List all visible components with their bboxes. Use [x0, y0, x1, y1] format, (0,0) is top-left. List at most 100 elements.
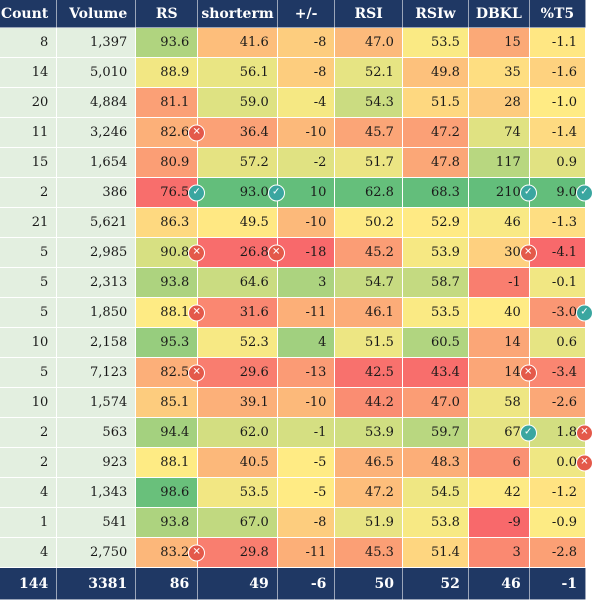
table-row[interactable]: 15 1,654 80.9 57.2 -2 51.7 47.8 117 0.9 — [0, 147, 587, 178]
footer-row: 144 3381 86 49 -6 50 52 46 -1 — [0, 567, 587, 600]
cell-rsi-value: 46.5 — [365, 455, 394, 470]
cell-rsi-value: 54.7 — [365, 275, 394, 290]
cell-t5: 0.0 ✕ — [529, 447, 593, 478]
cell-rsiw-value: 54.5 — [430, 485, 460, 500]
column-header-count[interactable]: Count — [0, 0, 58, 28]
cell-rsiw: 53.5 — [402, 27, 469, 58]
cell-pm-value: -8 — [313, 35, 327, 50]
cell-pm-value: -10 — [305, 125, 327, 140]
column-header-rs[interactable]: RS — [135, 0, 199, 28]
table-row[interactable]: 2 386 76.5 ✓ 93.0 ✓ 10 62.8 68.3 210 ✓ 9.0 ✓ — [0, 177, 593, 208]
table-row[interactable]: 11 3,246 82.6 ✕ 36.4 -10 45.7 47.2 74 -1.4 — [0, 117, 587, 148]
cell-volume-value: 1,343 — [90, 485, 128, 500]
column-header-rsi[interactable]: RSI — [334, 0, 403, 28]
footer-shorterm: 49 — [197, 567, 278, 600]
table-row[interactable]: 10 1,574 85.1 39.1 -10 44.2 47.0 58 -2.6 — [0, 387, 587, 418]
cell-rsiw-value: 47.2 — [430, 125, 460, 140]
column-header-shorterm[interactable]: shorterm — [197, 0, 278, 28]
cell-t5: -2.8 — [529, 537, 587, 568]
column-header-volume[interactable]: Volume — [56, 0, 137, 28]
cell-volume-value: 3,246 — [90, 125, 128, 140]
cell-pm: -2 — [277, 147, 336, 178]
table-row[interactable]: 5 7,123 82.5 ✕ 29.6 -13 42.5 43.4 14 ✕ -3.4 — [0, 357, 587, 388]
column-header-rsiw[interactable]: RSIw — [402, 0, 469, 28]
cell-dbkl-value: 67 — [504, 425, 521, 440]
cell-count-value: 2 — [39, 185, 49, 200]
table-row[interactable]: 1 541 93.8 67.0 -8 51.9 53.8 -9 -0.9 — [0, 507, 587, 538]
cell-volume-value: 5,621 — [90, 215, 128, 230]
cell-rs: 98.6 — [135, 477, 199, 508]
column-header-dbkl[interactable]: DBKL — [468, 0, 530, 28]
cell-count-value: 2 — [39, 425, 49, 440]
cell-count: 11 — [0, 117, 58, 148]
cell-rs-value: 95.3 — [160, 335, 190, 350]
cell-t5: 0.9 — [529, 147, 587, 178]
x-circle-icon: ✕ — [188, 364, 206, 381]
cell-rsi: 51.9 — [334, 507, 403, 538]
cell-count-value: 1 — [39, 515, 49, 530]
cell-pm-value: -13 — [305, 365, 327, 380]
cell-volume-value: 4,884 — [90, 95, 128, 110]
cell-rs-value: 82.5 — [160, 365, 190, 380]
cell-dbkl: 40 — [468, 297, 530, 328]
cell-volume: 2,313 — [56, 267, 137, 298]
cell-shorterm: 41.6 — [197, 27, 278, 58]
table-row[interactable]: 5 2,985 90.8 ✕ 26.8 ✕ -18 45.2 53.9 30 ✕ -4.1 — [0, 237, 587, 268]
cell-t5-value: -3.4 — [551, 365, 577, 380]
cell-t5-value: -1.6 — [551, 65, 577, 80]
cell-rsi: 42.5 — [334, 357, 403, 388]
footer-count: 144 — [0, 567, 58, 600]
cell-rs-value: 81.1 — [160, 95, 190, 110]
cell-rsiw: 49.8 — [402, 57, 469, 88]
cell-volume: 1,654 — [56, 147, 137, 178]
table-row[interactable]: 21 5,621 86.3 49.5 -10 50.2 52.9 46 -1.3 — [0, 207, 587, 238]
cell-shorterm-value: 31.6 — [239, 305, 269, 320]
cell-count-value: 10 — [31, 335, 49, 350]
cell-rs: 86.3 — [135, 207, 199, 238]
cell-rsiw: 47.8 — [402, 147, 469, 178]
cell-t5-value: -2.6 — [551, 395, 577, 410]
table-row[interactable]: 2 923 88.1 40.5 -5 46.5 48.3 6 0.0 ✕ — [0, 447, 593, 478]
table-row[interactable]: 20 4,884 81.1 59.0 -4 54.3 51.5 28 -1.0 — [0, 87, 587, 118]
table-row[interactable]: 14 5,010 88.9 56.1 -8 52.1 49.8 35 -1.6 — [0, 57, 587, 88]
cell-shorterm-value: 29.8 — [239, 545, 269, 560]
cell-shorterm-value: 64.6 — [239, 275, 269, 290]
cell-count: 5 — [0, 297, 58, 328]
table-row[interactable]: 2 563 94.4 62.0 -1 53.9 59.7 67 ✓ 1.8 ✕ — [0, 417, 593, 448]
cell-dbkl-value: 74 — [504, 125, 521, 140]
cell-t5-value: -1.1 — [551, 35, 577, 50]
cell-rs: 94.4 — [135, 417, 199, 448]
cell-shorterm: 93.0 ✓ — [197, 177, 285, 208]
table-row[interactable]: 4 2,750 83.2 ✕ 29.8 -11 45.3 51.4 3 -2.8 — [0, 537, 587, 568]
column-header-t5[interactable]: %T5 — [529, 0, 587, 28]
x-circle-icon: ✕ — [188, 124, 206, 141]
table-row[interactable]: 4 1,343 98.6 53.5 -5 47.2 54.5 42 -1.2 — [0, 477, 587, 508]
cell-count: 10 — [0, 387, 58, 418]
cell-dbkl-value: 6 — [512, 455, 521, 470]
cell-count: 5 — [0, 237, 58, 268]
cell-count-value: 2 — [39, 455, 49, 470]
cell-rsiw: 53.9 — [402, 237, 469, 268]
cell-volume: 386 — [56, 177, 137, 208]
table-row[interactable]: 8 1,397 93.6 41.6 -8 47.0 53.5 15 -1.1 — [0, 27, 587, 58]
cell-rsiw-value: 52.9 — [430, 215, 460, 230]
cell-rsiw-value: 49.8 — [430, 65, 460, 80]
cell-dbkl: 14 ✕ — [468, 357, 537, 388]
cell-count: 2 — [0, 417, 58, 448]
cell-count: 4 — [0, 477, 58, 508]
cell-t5: -4.1 — [529, 237, 587, 268]
cell-rsi-value: 46.1 — [365, 305, 394, 320]
x-circle-icon: ✕ — [188, 544, 206, 561]
cell-t5-value: 0.9 — [556, 155, 577, 170]
cell-rsi-value: 50.2 — [365, 215, 394, 230]
cell-rsiw: 51.5 — [402, 87, 469, 118]
cell-t5-value: -3.0 — [551, 305, 577, 320]
table-row[interactable]: 5 2,313 93.8 64.6 3 54.7 58.7 -1 -0.1 — [0, 267, 587, 298]
header-row: Count Volume RS shorterm +/- RSI RSIw DBKL %T5 — [0, 0, 587, 28]
cell-rsiw: 47.0 — [402, 387, 469, 418]
table-row[interactable]: 10 2,158 95.3 52.3 4 51.5 60.5 14 0.6 — [0, 327, 587, 358]
cell-dbkl-value: 28 — [504, 95, 521, 110]
table-row[interactable]: 5 1,850 88.1 ✕ 31.6 -11 46.1 53.5 40 -3.0 ✓ — [0, 297, 593, 328]
column-header-pm[interactable]: +/- — [277, 0, 336, 28]
